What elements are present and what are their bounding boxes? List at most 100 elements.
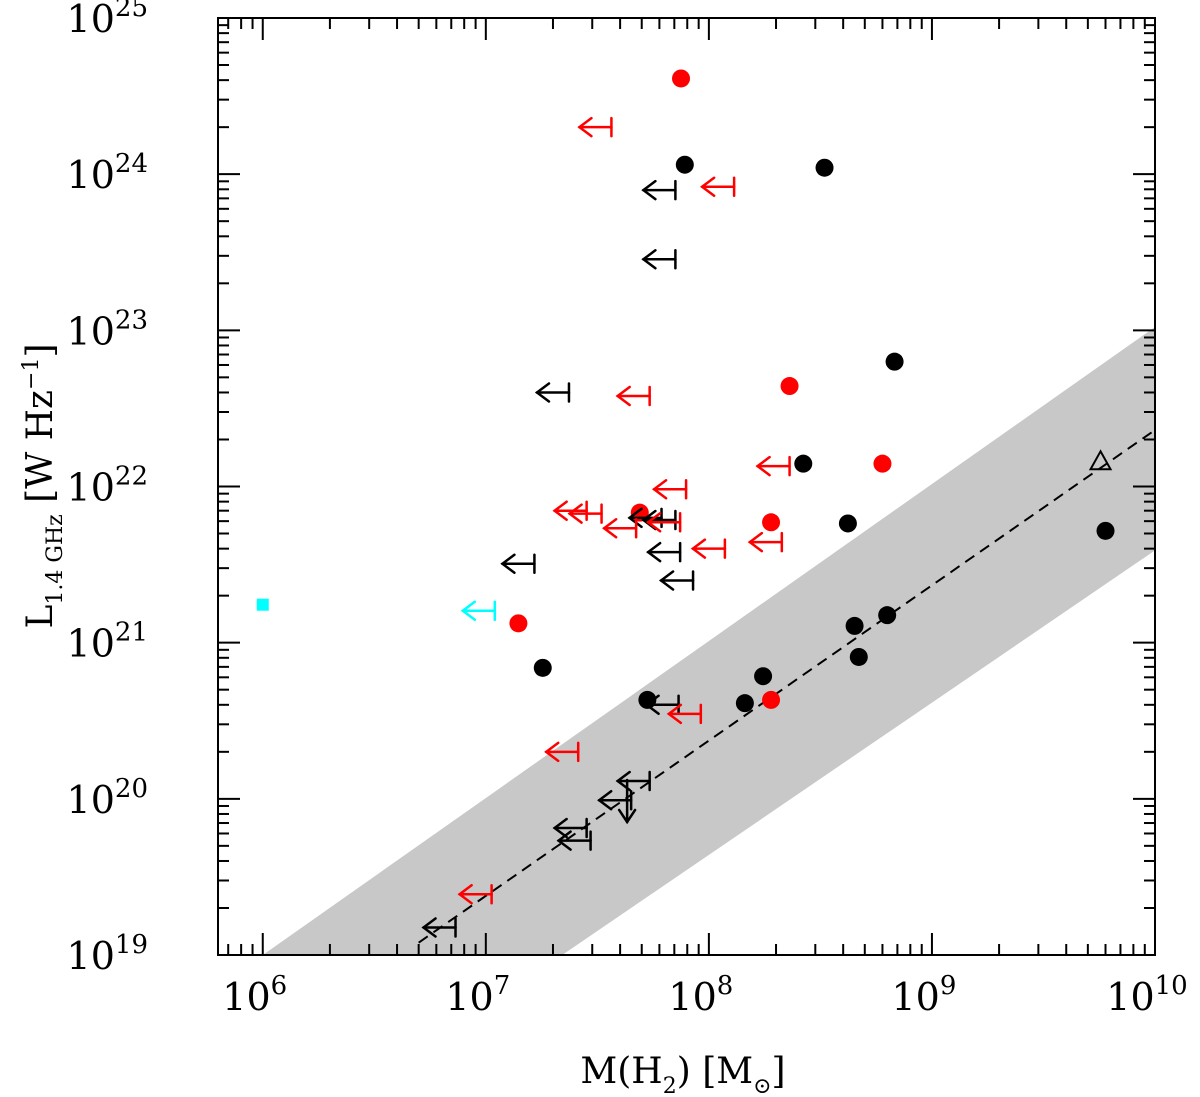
- upper-limit-arrow: [652, 479, 688, 500]
- upper-limit-arrow: [641, 249, 677, 270]
- x-axis-title-close: ]: [772, 1051, 786, 1092]
- y-tick-label: 1019: [67, 930, 148, 978]
- y-tick-label-base: 10: [67, 153, 115, 197]
- y-tick-label: 1023: [67, 305, 148, 353]
- upper-limit-arrow: [641, 179, 677, 201]
- x-tick-label: 1010: [1106, 971, 1187, 1019]
- x-tick-labels: 106 107 108 109 1010: [222, 971, 1187, 1019]
- upper-limit-arrow: [644, 694, 680, 716]
- upper-limit-arrow: [658, 570, 695, 591]
- upper-limit-arrow: [552, 817, 588, 839]
- upper-limit-arrow: [544, 741, 580, 763]
- arrow-head: [500, 553, 516, 575]
- detection-point: [885, 352, 904, 371]
- x-tick-label-base: 10: [1106, 975, 1154, 1019]
- y-tick-label-exp: 20: [115, 774, 148, 804]
- x-axis-title: M(H2) [M⊙]: [580, 1051, 785, 1097]
- x-axis-title-main: M(H: [580, 1051, 662, 1092]
- arrow-head: [658, 570, 675, 591]
- arrow-head: [644, 694, 660, 716]
- upper-limit-arrow: [690, 538, 727, 559]
- upper-limit-arrow: [577, 116, 613, 138]
- detection-point: [762, 513, 781, 532]
- x-tick-label-exp: 9: [940, 971, 957, 1001]
- upper-limit-arrow: [646, 541, 682, 563]
- detection-point: [780, 377, 799, 396]
- detection-point: [509, 614, 528, 633]
- upper-limit-arrow: [460, 600, 497, 622]
- arrow-head: [617, 808, 637, 825]
- detection-point: [873, 454, 892, 473]
- y-axis-title-sub: 1.4 GHz: [43, 514, 68, 604]
- relation-line: [418, 429, 1155, 944]
- arrow-head: [460, 600, 477, 622]
- x-tick-label-exp: 10: [1155, 971, 1188, 1001]
- upper-limit-arrow: [421, 917, 457, 938]
- x-axis-title-unit: ⊙: [753, 1074, 771, 1097]
- x-tick-label-base: 10: [891, 975, 939, 1019]
- detection-point: [754, 667, 773, 686]
- y-tick-label: 1024: [67, 149, 148, 197]
- y-tick-label-base: 10: [67, 934, 115, 978]
- upper-limit-arrow: [534, 382, 571, 403]
- arrow-head: [646, 512, 662, 533]
- arrow-head: [602, 518, 618, 539]
- arrow-head: [615, 770, 631, 792]
- x-tick-label: 107: [445, 971, 510, 1019]
- upper-limit-arrow: [755, 455, 791, 477]
- arrow-head: [615, 385, 631, 407]
- upper-limit-arrow: [646, 512, 682, 533]
- upper-limit-arrow: [457, 883, 493, 905]
- y-axis-title-close: ]: [20, 343, 61, 357]
- arrow-head: [700, 176, 716, 198]
- x-tick-label-exp: 7: [494, 971, 511, 1001]
- arrow-head: [652, 479, 668, 500]
- detection-point: [815, 158, 834, 177]
- upper-limit-arrow: [666, 703, 703, 725]
- x-tick-label-exp: 8: [717, 971, 734, 1001]
- x-axis-title-tail: ) [M: [677, 1051, 753, 1092]
- y-tick-label: 1025: [67, 0, 148, 41]
- x-axis-title-sub: 2: [663, 1074, 677, 1097]
- y-tick-label-exp: 24: [115, 149, 148, 179]
- upper-limit-arrow: [615, 770, 651, 792]
- detection-point: [878, 606, 897, 625]
- upper-limit-arrow: [556, 830, 592, 851]
- x-tick-label: 109: [891, 971, 956, 1019]
- y-tick-label: 1022: [67, 462, 148, 510]
- upper-limit-arrow: [602, 518, 638, 539]
- y-tick-label-exp: 25: [115, 0, 148, 23]
- arrow-head: [577, 116, 593, 138]
- y-axis-title-tail: [W Hz: [20, 390, 61, 514]
- upper-limit-arrow: [567, 503, 603, 524]
- detection-point: [1096, 521, 1115, 540]
- detection-point: [794, 454, 813, 473]
- arrow-head: [755, 455, 771, 477]
- arrow-head: [552, 817, 568, 839]
- arrow-head: [690, 538, 707, 559]
- down-limit-arrow: [617, 778, 637, 825]
- y-tick-label-base: 10: [67, 466, 115, 510]
- y-tick-label: 1021: [67, 618, 148, 666]
- upper-limit-arrow: [700, 176, 736, 198]
- arrow-head: [627, 507, 643, 529]
- x-tick-label: 108: [668, 971, 733, 1019]
- arrow-head: [646, 541, 662, 563]
- detection-point: [675, 155, 694, 174]
- plot-frame-layer: [217, 17, 1156, 956]
- y-tick-label-base: 10: [67, 0, 115, 41]
- y-tick-label-base: 10: [67, 622, 115, 666]
- arrow-head: [544, 741, 560, 763]
- y-tick-label: 1020: [67, 774, 148, 822]
- detection-point: [849, 647, 868, 666]
- relation-line-layer: [418, 429, 1155, 944]
- scatter-band: [262, 327, 1155, 955]
- arrow-head: [552, 500, 568, 521]
- triangle-point: [1088, 449, 1113, 471]
- scatter-band-layer: [262, 327, 1155, 955]
- upper-limit-arrow: [500, 553, 536, 575]
- x-tick-label-base: 10: [668, 975, 716, 1019]
- upper-limit-arrow: [552, 500, 588, 521]
- y-axis-title-main: L: [20, 605, 61, 629]
